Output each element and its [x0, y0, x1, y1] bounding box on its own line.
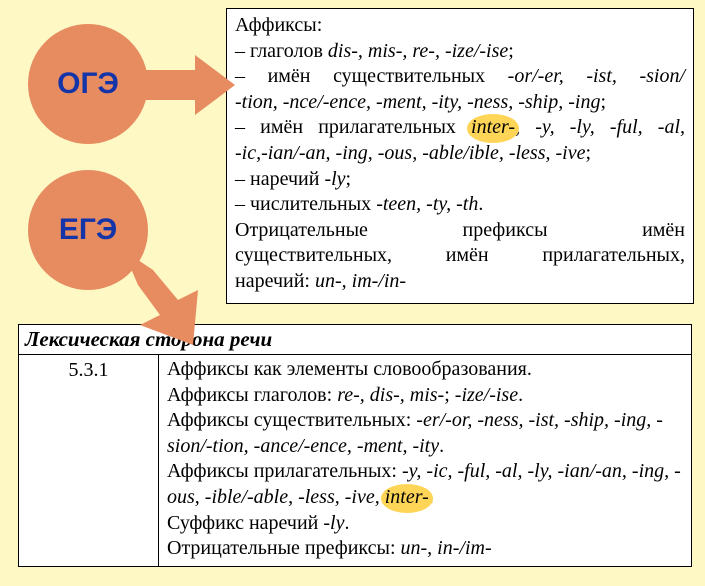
line: Аффиксы: [235, 13, 685, 39]
line: – имён существительных -or/-er, -ist, -s… [235, 64, 685, 90]
ege-lexical-table: Лексическая сторона речи 5.3.1 Аффиксы к… [18, 324, 692, 567]
line: Аффиксы прилагательных: -y, -ic, -ful, -… [167, 459, 683, 510]
line: -ic,-ian/-an, -ing, -ous, -able/ible, -l… [235, 141, 685, 167]
line: Аффиксы существительных: -er/-or, -ness,… [167, 408, 683, 459]
highlight-inter: inter- [471, 115, 515, 141]
line: Аффиксы глаголов: re-, dis-, mis-; -ize/… [167, 383, 683, 409]
oge-label: ОГЭ [57, 67, 119, 101]
line: Отрицательные префиксы: un-, in-/im- [167, 536, 683, 562]
line: – глаголов dis-, mis-, re-, -ize/-ise; [235, 39, 685, 65]
line: Суффикс наречий -ly. [167, 511, 683, 537]
line: Отрицательные префиксы имён [235, 218, 685, 244]
line: -tion, -nce/-ence, -ment, -ity, -ness, -… [235, 90, 685, 116]
ege-label: ЕГЭ [59, 213, 117, 247]
highlight-inter: inter- [385, 485, 429, 511]
line: Аффиксы как элементы словообразования. [167, 357, 683, 383]
line: – наречий -ly; [235, 167, 685, 193]
line: – числительных -teen, -ty, -th. [235, 192, 685, 218]
line: существительных, имён прилагательных, [235, 243, 685, 269]
table-row: 5.3.1 Аффиксы как элементы словообразова… [19, 355, 691, 566]
section-code: 5.3.1 [19, 355, 159, 566]
line: наречий: un-, im-/in- [235, 269, 685, 295]
section-content: Аффиксы как элементы словообразования. А… [159, 355, 691, 566]
line: – имён прилагательных inter-, -y, -ly, -… [235, 115, 685, 141]
oge-bubble: ОГЭ [28, 24, 148, 144]
oge-arrow [140, 55, 235, 115]
oge-affix-box: Аффиксы: – глаголов dis-, mis-, re-, -iz… [226, 8, 694, 304]
ege-bubble: ЕГЭ [28, 170, 148, 290]
